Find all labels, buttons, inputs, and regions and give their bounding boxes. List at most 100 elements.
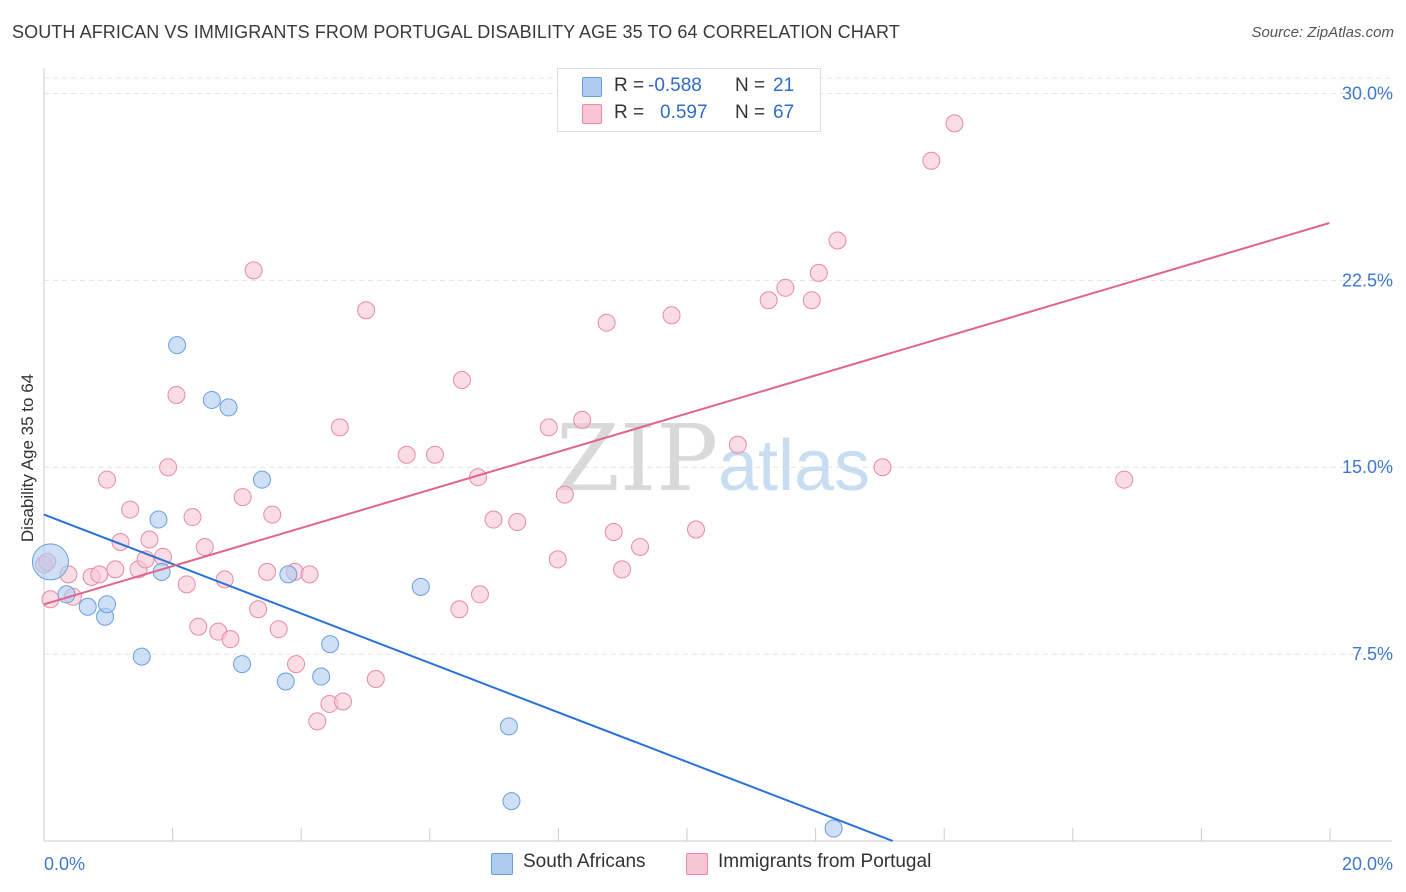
trend-line bbox=[43, 222, 1330, 606]
data-point bbox=[452, 371, 471, 390]
series-south-africans bbox=[31, 336, 843, 838]
y-tick-label: 15.0% bbox=[1342, 457, 1393, 477]
data-point bbox=[573, 410, 592, 429]
x-tick-label: 0.0% bbox=[44, 854, 85, 874]
data-point bbox=[555, 485, 574, 504]
legend-swatch-pink bbox=[686, 853, 708, 875]
data-point bbox=[244, 261, 263, 280]
x-tick-label: 20.0% bbox=[1342, 854, 1393, 874]
trend-line bbox=[43, 513, 894, 842]
data-point bbox=[78, 597, 97, 616]
data-point bbox=[233, 655, 252, 674]
data-point bbox=[90, 565, 109, 584]
legend-label: Immigrants from Portugal bbox=[718, 851, 932, 872]
trend-lines bbox=[43, 222, 1330, 842]
legend-r-label: R = bbox=[614, 75, 645, 96]
legend-r-label: R = bbox=[614, 102, 645, 123]
data-point bbox=[613, 560, 632, 579]
data-point bbox=[215, 570, 234, 589]
legend-swatch-blue bbox=[491, 853, 513, 875]
data-point bbox=[662, 306, 681, 325]
data-point bbox=[604, 523, 623, 542]
data-point bbox=[159, 458, 178, 477]
gridlines bbox=[44, 77, 1392, 655]
chart-title: SOUTH AFRICAN VS IMMIGRANTS FROM PORTUGA… bbox=[12, 22, 900, 42]
legend-n-value: 67 bbox=[773, 102, 795, 123]
data-point bbox=[98, 595, 117, 614]
data-point bbox=[425, 445, 444, 464]
data-point bbox=[484, 510, 503, 529]
data-point bbox=[177, 575, 196, 594]
data-point bbox=[287, 655, 306, 674]
legend-swatch-blue bbox=[582, 77, 602, 97]
data-point bbox=[167, 385, 186, 404]
legend-r-value: -0.588 bbox=[648, 75, 702, 96]
data-point bbox=[802, 291, 821, 310]
data-point bbox=[828, 231, 847, 250]
data-point bbox=[149, 510, 168, 529]
data-point bbox=[631, 537, 650, 556]
data-point bbox=[502, 792, 521, 811]
data-point bbox=[31, 543, 69, 581]
legend-swatch-pink bbox=[582, 104, 602, 124]
data-point bbox=[249, 600, 268, 619]
data-point bbox=[168, 336, 187, 355]
data-point bbox=[873, 458, 892, 477]
watermark: ZIP atlas bbox=[556, 405, 870, 512]
series-immigrants-from-portugal bbox=[35, 114, 1134, 731]
data-point bbox=[411, 577, 430, 596]
data-point bbox=[276, 672, 295, 691]
y-tick-label: 30.0% bbox=[1342, 83, 1393, 103]
data-point bbox=[308, 712, 327, 731]
y-tick-label: 22.5% bbox=[1342, 270, 1393, 290]
data-point bbox=[202, 390, 221, 409]
data-point bbox=[499, 717, 518, 736]
legend-r-value: 0.597 bbox=[660, 102, 708, 123]
correlation-legend: R = -0.588 N = 21 R = 0.597 N = 67 bbox=[557, 68, 821, 132]
data-point bbox=[219, 398, 238, 417]
legend-n-value: 21 bbox=[773, 75, 795, 96]
source-credit: Source: ZipAtlas.com bbox=[1251, 24, 1394, 41]
data-point bbox=[132, 647, 151, 666]
data-point bbox=[233, 488, 252, 507]
data-point bbox=[258, 562, 277, 581]
data-point bbox=[508, 513, 527, 532]
data-point bbox=[300, 565, 319, 584]
legend-n-label: N = bbox=[735, 75, 766, 96]
data-point bbox=[41, 590, 60, 609]
data-point bbox=[106, 560, 125, 579]
data-point bbox=[269, 620, 288, 639]
data-point bbox=[759, 291, 778, 310]
data-point bbox=[140, 530, 159, 549]
data-point bbox=[548, 550, 567, 569]
y-tick-label: 7.5% bbox=[1352, 644, 1393, 664]
data-point bbox=[321, 635, 340, 654]
data-point bbox=[470, 585, 489, 604]
axes bbox=[43, 68, 1392, 842]
data-point bbox=[189, 617, 208, 636]
data-point bbox=[279, 565, 298, 584]
data-point bbox=[98, 470, 117, 489]
data-point bbox=[597, 313, 616, 332]
series-legend: South Africans Immigrants from Portugal bbox=[0, 850, 1406, 878]
data-point bbox=[263, 505, 282, 524]
data-point bbox=[330, 418, 349, 437]
data-point bbox=[312, 667, 331, 686]
data-point bbox=[252, 470, 271, 489]
y-tick-labels: 7.5% 15.0% 22.5% 30.0% bbox=[1342, 83, 1393, 664]
data-point bbox=[121, 500, 140, 519]
legend-label: South Africans bbox=[523, 851, 646, 872]
data-point bbox=[728, 435, 747, 454]
data-point bbox=[945, 114, 964, 133]
data-point bbox=[809, 263, 828, 282]
data-point bbox=[183, 508, 202, 527]
data-point bbox=[1115, 470, 1134, 489]
data-point bbox=[195, 537, 214, 556]
data-point bbox=[333, 692, 352, 711]
data-point bbox=[366, 670, 385, 689]
data-point bbox=[687, 520, 706, 539]
data-point bbox=[922, 151, 941, 170]
x-tick-labels: 0.0% 20.0% bbox=[44, 854, 1393, 874]
data-point bbox=[776, 278, 795, 297]
